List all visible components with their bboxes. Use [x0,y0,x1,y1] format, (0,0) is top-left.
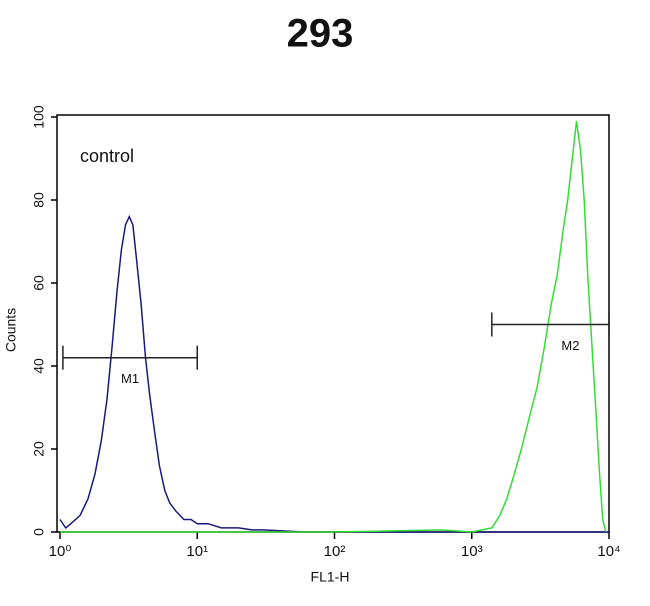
plot-frame [56,114,610,533]
annotation: control [80,146,134,166]
y-axis-label: Counts [3,308,19,352]
histogram-line [60,120,607,533]
x-tick-label: 10⁰ [49,543,72,560]
x-tick-label: 10² [324,543,346,560]
chart-title: 293 [287,12,354,56]
marker-label: M2 [561,338,579,353]
y-tick-label: 80 [31,192,47,208]
x-tick-label: 10⁴ [597,543,620,560]
x-axis-label: FL1-H [311,569,350,585]
y-tick-label: 60 [31,275,47,291]
x-tick-label: 10¹ [186,543,208,560]
y-tick-label: 40 [31,358,47,374]
y-tick-label: 100 [31,105,47,129]
x-tick-label: 10³ [461,543,483,560]
y-tick-label: 20 [31,441,47,457]
y-tick-label: 0 [31,528,47,536]
histogram-line [59,214,609,533]
marker-label: M1 [121,371,139,386]
